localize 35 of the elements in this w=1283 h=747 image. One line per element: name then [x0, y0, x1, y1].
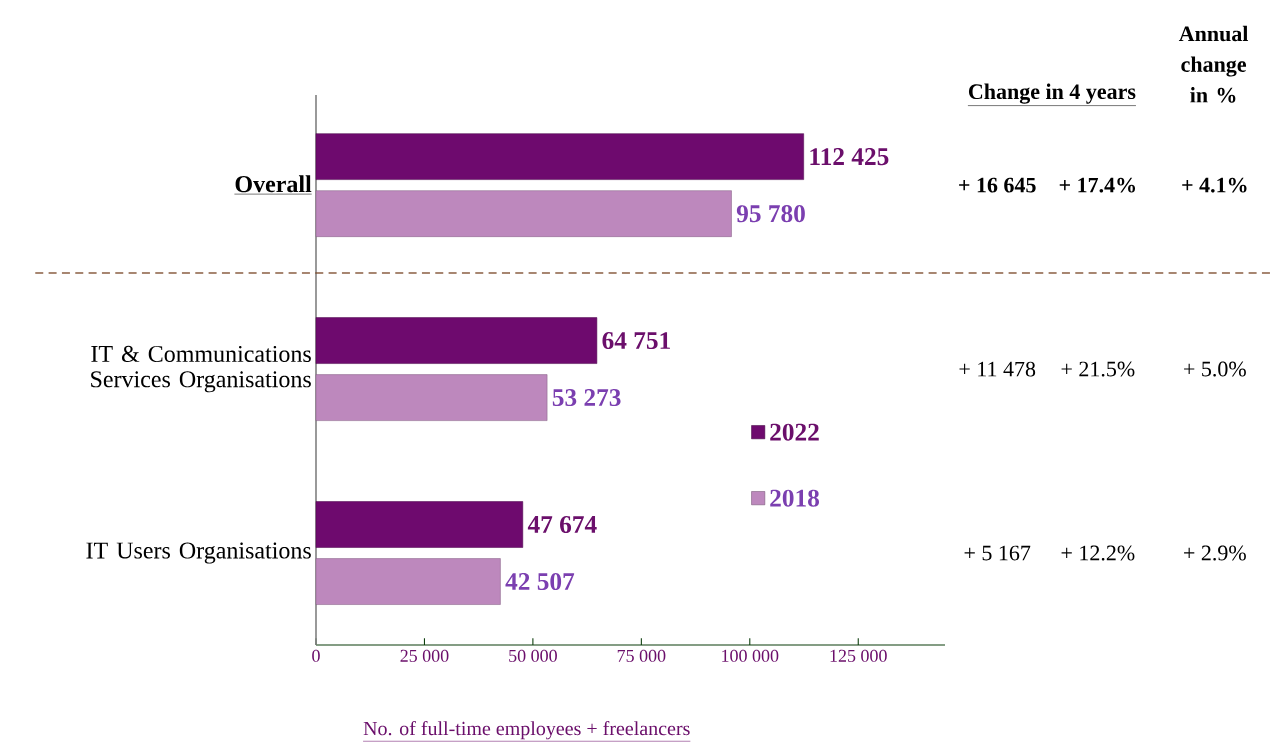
text: + 4.1% [1182, 177, 1247, 193]
text: + 5.0% [1184, 361, 1246, 377]
bar [315, 558, 501, 605]
legend-label: 2018 [770, 489, 819, 507]
data-label: 112 425 [810, 148, 889, 166]
text: + 2.9% [1184, 545, 1246, 561]
text: + 17.4% [1059, 177, 1136, 193]
bar [315, 190, 732, 237]
y-tick-label: Overall [235, 175, 312, 193]
bar [315, 501, 524, 548]
x-axis-title: No. of full-time employees + freelancers [363, 720, 690, 740]
x-tick-label: 50 000 [509, 649, 557, 662]
text: + 11 478 [959, 361, 1036, 377]
x-tick-label: 125 000 [830, 649, 887, 662]
y-tick-label: IT Users Organisations [86, 542, 311, 564]
text: Change in 4 years [968, 83, 1136, 104]
x-tick-label: 25 000 [400, 649, 449, 662]
x-tick-label: 0 [312, 649, 320, 662]
text: + 5 167 [964, 545, 1031, 561]
text: Annual change in % [1178, 25, 1249, 103]
bar [315, 374, 548, 421]
data-label: 64 751 [602, 332, 670, 350]
text: + 21.5% [1061, 361, 1135, 377]
data-label: 95 780 [736, 205, 805, 223]
data-label: 53 273 [552, 389, 621, 407]
data-label: 42 507 [505, 573, 575, 591]
data-label: 47 674 [527, 516, 597, 534]
x-tick-label: 75 000 [617, 649, 666, 662]
bar [315, 133, 804, 180]
text: + 12.2% [1061, 545, 1135, 561]
bar [315, 317, 598, 364]
legend-label: 2022 [770, 423, 819, 441]
y-tick-label: IT & Communications Services Organisations [91, 345, 311, 393]
x-tick-label: 100 000 [722, 649, 779, 662]
text: + 16 645 [959, 177, 1036, 193]
